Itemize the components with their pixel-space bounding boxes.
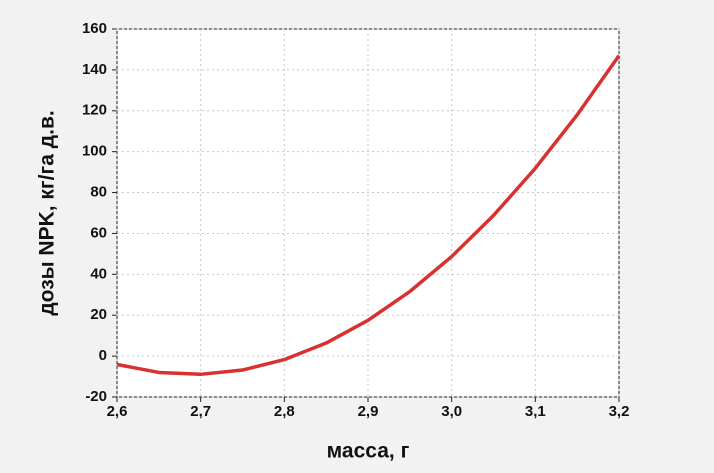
y-tick-label: -20 [85,388,107,405]
x-tick-label: 2,9 [358,403,379,420]
y-tick-label: 140 [82,61,107,78]
y-tick-label: 40 [90,265,107,282]
y-tick-label: 120 [82,102,107,119]
y-tick-label: 60 [90,224,107,241]
x-tick-label: 2,8 [274,403,295,420]
y-tick-label: 0 [99,347,107,364]
x-tick-label: 3,1 [525,403,546,420]
x-tick-label: 2,7 [190,403,211,420]
x-tick-label: 3,0 [441,403,462,420]
x-tick-label: 3,2 [609,403,630,420]
x-tick-label: 2,6 [107,403,128,420]
line [116,54,621,377]
y-axis-label: дозы NPK, кг/га д.в. [36,110,59,315]
y-tick-label: 100 [82,143,107,160]
x-axis-label: масса, г [327,440,410,463]
y-tick-label: 20 [90,306,107,323]
y-tick-label: 80 [90,184,107,201]
y-tick-label: 160 [82,20,107,37]
